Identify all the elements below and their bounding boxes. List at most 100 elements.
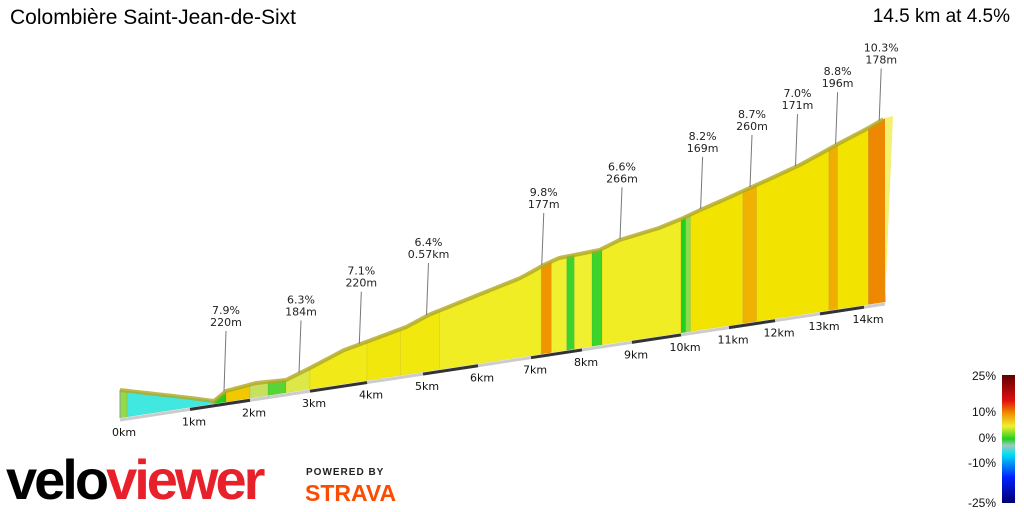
- distance-axis: 0km 1km 2km 3km 4km 5km 6km 7km 8km 9km 10km 11km 12…: [112, 302, 886, 439]
- profile-top-edge: [119, 117, 885, 404]
- gradient-segment: [742, 184, 757, 324]
- annotation-leader: [835, 92, 839, 145]
- x-tick-label: 6km: [470, 372, 494, 385]
- annotation-gradient: 9.8%: [530, 186, 558, 199]
- profile-end-face: [885, 116, 893, 302]
- annotation-gradient: 6.4%: [415, 236, 443, 249]
- gradient-segment: [551, 256, 568, 353]
- legend-label: -25%: [968, 496, 996, 510]
- annotation-leader: [700, 156, 704, 209]
- gradient-segments: [119, 117, 886, 419]
- annotation-gradient: 10.3%: [864, 42, 899, 55]
- annotation-leader: [426, 262, 429, 316]
- profile-edges: [119, 116, 893, 418]
- annotation-length: 184m: [285, 306, 317, 319]
- x-tick-label: 4km: [359, 389, 383, 402]
- gradient-segment: [119, 389, 128, 419]
- annotation-length: 177m: [528, 198, 560, 211]
- x-tick-label: 5km: [415, 380, 439, 393]
- climb-annotation: 8.7%260m: [736, 108, 768, 187]
- gradient-segment: [756, 148, 830, 322]
- gradient-legend: 25% 10% 0% -10% -25%: [968, 369, 1015, 510]
- annotation-leader: [358, 291, 362, 344]
- powered-by-label: POWERED BY: [306, 467, 385, 478]
- x-tick-label: 1km: [182, 415, 206, 428]
- annotation-length: 171m: [782, 99, 814, 112]
- x-tick-label: 8km: [574, 356, 598, 369]
- km-band: [631, 333, 682, 344]
- annotation-leader: [541, 212, 545, 266]
- annotation-gradient: 6.3%: [287, 294, 315, 307]
- gradient-segment: [680, 216, 687, 334]
- climb-annotation: 10.3%178m: [864, 42, 899, 121]
- annotation-leader: [795, 114, 798, 167]
- gradient-segment: [540, 261, 552, 355]
- annotation-leader: [223, 330, 227, 392]
- km-band: [309, 381, 368, 393]
- x-tick-label: 11km: [717, 334, 748, 347]
- annotation-length: 0.57km: [408, 248, 450, 261]
- annotations: 7.9%220m6.3%184m7.1%220m6.4%0.57km9.8%17…: [210, 42, 899, 392]
- gradient-segment: [566, 254, 575, 351]
- km-band: [422, 364, 479, 376]
- annotation-length: 220m: [210, 316, 242, 329]
- km-band: [728, 319, 776, 330]
- legend-label: 10%: [972, 405, 996, 419]
- legend-colorbar: [1002, 375, 1015, 503]
- annotation-leader: [749, 134, 753, 187]
- climb-annotation: 8.8%196m: [822, 65, 854, 145]
- annotation-leader: [878, 68, 882, 121]
- gradient-segment: [439, 265, 542, 370]
- annotation-leader: [619, 187, 623, 240]
- legend-label: 0%: [979, 431, 997, 445]
- annotation-length: 178m: [865, 54, 897, 67]
- annotation-length: 169m: [687, 142, 719, 155]
- km-band: [819, 305, 865, 316]
- km-band: [530, 348, 583, 360]
- x-tick-label: 12km: [763, 327, 794, 340]
- climb-title: Colombière Saint-Jean-de-Sixt: [10, 6, 296, 29]
- x-tick-label: 10km: [669, 341, 700, 354]
- annotation-length: 260m: [736, 120, 768, 133]
- climb-annotation: 6.3%184m: [285, 294, 317, 373]
- gradient-segment: [601, 218, 682, 346]
- annotation-gradient: 8.8%: [824, 65, 852, 78]
- legend-label: -10%: [968, 456, 996, 470]
- x-tick-label: 9km: [624, 348, 648, 361]
- x-tick-label: 7km: [523, 364, 547, 377]
- climb-annotation: 6.6%266m: [606, 160, 638, 240]
- x-tick-label: 0km: [112, 426, 136, 439]
- annotation-gradient: 6.6%: [608, 160, 636, 173]
- climb-annotation: 6.4%0.57km: [408, 236, 450, 316]
- x-tick-label: 3km: [302, 397, 326, 410]
- climb-annotation: 8.2%169m: [687, 130, 719, 209]
- x-tick-label: 14km: [852, 313, 883, 326]
- veloviewer-logo: veloviewer: [6, 448, 265, 511]
- climb-summary: 14.5 km at 4.5%: [872, 6, 1010, 27]
- annotation-gradient: 8.7%: [738, 108, 766, 121]
- km-band: [189, 398, 251, 411]
- legend-label: 25%: [972, 369, 996, 383]
- gradient-segment: [685, 214, 691, 333]
- gradient-segment: [837, 127, 869, 310]
- annotation-length: 266m: [606, 172, 638, 185]
- annotation-gradient: 7.1%: [347, 265, 375, 278]
- x-tick-label: 2km: [242, 406, 266, 419]
- annotation-gradient: 7.0%: [784, 87, 812, 100]
- climb-annotation: 7.0%171m: [782, 87, 814, 167]
- climb-annotation: 7.9%220m: [210, 304, 242, 392]
- annotation-leader: [298, 320, 302, 373]
- x-tick-label: 13km: [808, 320, 839, 333]
- climb-annotation: 7.1%220m: [345, 265, 377, 344]
- strava-logo: STRAVA: [305, 480, 397, 506]
- gradient-segment: [574, 251, 593, 350]
- gradient-segment: [591, 248, 603, 347]
- gradient-segment: [828, 143, 838, 311]
- gradient-segment: [867, 117, 886, 305]
- annotation-length: 220m: [345, 277, 377, 290]
- annotation-gradient: 8.2%: [689, 130, 717, 143]
- annotation-gradient: 7.9%: [212, 304, 240, 317]
- annotation-length: 196m: [822, 77, 854, 90]
- climb-annotation: 9.8%177m: [528, 186, 560, 266]
